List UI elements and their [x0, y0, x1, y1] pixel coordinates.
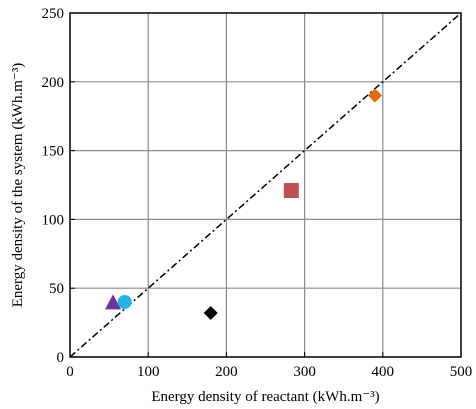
y-axis-label: Energy density of the system (kWh.m⁻³): [10, 63, 26, 308]
y-tick-label: 100: [42, 212, 65, 228]
reference-line: [69, 12, 462, 358]
x-tick-label: 200: [215, 364, 238, 380]
data-point-triangle: [105, 294, 122, 310]
y-tick-label: 0: [57, 350, 65, 366]
y-tick-label: 50: [49, 281, 64, 297]
y-tick-label: 250: [42, 6, 65, 22]
x-tick-label: 400: [372, 364, 395, 380]
x-tick-label: 300: [293, 364, 316, 380]
data-point-square: [283, 183, 299, 199]
plot-frame: [69, 12, 462, 358]
x-tick-label: 100: [137, 364, 160, 380]
x-axis-label: Energy density of reactant (kWh.m⁻³): [151, 389, 379, 405]
grid-lines: [70, 13, 461, 357]
data-points: [105, 88, 382, 320]
axis-ticks: 0 100 200 300 400 500 0 50 100 150 200 250: [42, 6, 473, 380]
x-tick-label: 500: [450, 364, 473, 380]
data-point-diamond: [203, 305, 218, 320]
data-point-circle: [117, 294, 132, 309]
data-point-diamond: [367, 88, 382, 103]
x-tick-label: 0: [66, 364, 74, 380]
y-tick-label: 150: [42, 144, 65, 160]
y-tick-label: 200: [42, 75, 65, 91]
